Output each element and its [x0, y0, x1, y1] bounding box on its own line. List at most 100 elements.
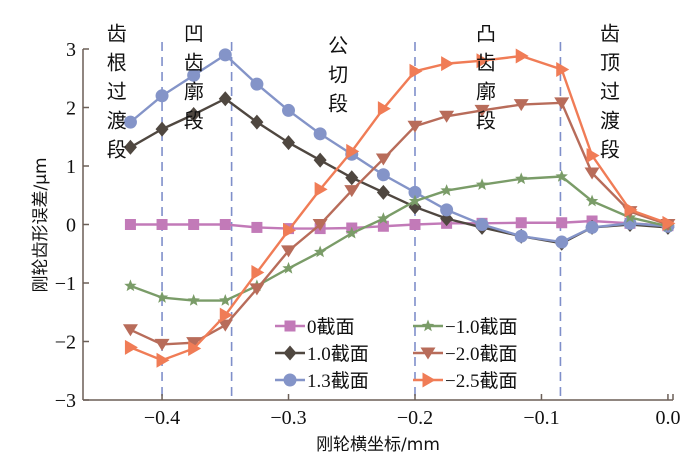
- legend: 0截面 1.0截面 1.3截面 −1.0截面 −2.0截面 −2.5截面: [275, 316, 517, 392]
- data-point: [188, 219, 200, 230]
- data-point: [281, 245, 297, 258]
- data-point: [475, 218, 489, 231]
- data-point: [407, 120, 423, 133]
- data-point: [155, 121, 169, 137]
- data-point: [282, 261, 295, 274]
- data-point: [282, 135, 296, 151]
- y-tick-label: 0: [66, 215, 76, 237]
- series-line: [130, 175, 669, 302]
- data-point: [515, 48, 529, 64]
- data-point: [376, 168, 390, 182]
- data-point: [249, 283, 265, 296]
- data-point: [377, 212, 390, 224]
- legend-item: 1.3截面: [275, 370, 369, 392]
- x-axis-label: 刚轮横坐标/mm: [316, 435, 440, 455]
- data-point: [440, 184, 453, 196]
- data-point: [219, 219, 231, 230]
- data-point: [346, 143, 360, 159]
- data-point: [218, 91, 232, 107]
- data-point: [515, 172, 528, 185]
- data-point: [283, 222, 297, 238]
- legend-marker: [283, 373, 297, 387]
- region-label-common-tangent: 公切段: [324, 34, 349, 122]
- data-point: [662, 215, 676, 231]
- data-point: [123, 139, 137, 155]
- region-label-tip-fillet: 齿顶过渡段: [596, 23, 621, 169]
- data-point: [312, 219, 328, 231]
- legend-item: −2.0截面: [413, 343, 517, 365]
- data-point: [314, 181, 328, 197]
- x-tick-label: 0.0: [655, 407, 680, 429]
- legend-label: 1.0截面: [307, 343, 369, 365]
- data-point: [440, 203, 454, 217]
- legend-marker: [422, 372, 436, 388]
- data-point: [188, 341, 202, 357]
- data-point: [124, 339, 138, 355]
- data-point: [122, 324, 138, 337]
- data-point: [514, 229, 528, 243]
- region-label-root-fillet: 齿根过渡段: [103, 23, 128, 169]
- series-3: [124, 170, 675, 306]
- x-tick-label: −0.4: [144, 407, 180, 429]
- data-point: [155, 89, 169, 103]
- data-point: [156, 352, 170, 368]
- legend-marker: [421, 319, 435, 332]
- y-tick-label: 3: [66, 39, 76, 61]
- data-point: [554, 97, 570, 110]
- data-point: [623, 216, 637, 230]
- data-point: [584, 167, 600, 180]
- legend-marker: [420, 347, 436, 360]
- legend-label: 0截面: [307, 316, 355, 338]
- data-point: [409, 63, 423, 79]
- data-point: [217, 319, 233, 332]
- x-tick-label: −0.1: [523, 407, 559, 429]
- legend-item: 0截面: [275, 316, 355, 338]
- legend-marker: [284, 320, 296, 332]
- data-point: [124, 279, 137, 292]
- x-tick-label: −0.3: [270, 407, 306, 429]
- axes: −3 −2 −1 0 1 2 3 −0.4 −0.3 −0.2 −0.1 0.0: [55, 39, 681, 429]
- data-point: [585, 194, 599, 207]
- data-point: [441, 56, 455, 72]
- data-point: [156, 219, 168, 230]
- legend-item: −1.0截面: [413, 316, 517, 338]
- data-point: [251, 264, 265, 280]
- data-point: [345, 170, 359, 186]
- y-tick-label: 2: [66, 98, 76, 120]
- x-tick-label: −0.2: [397, 407, 433, 429]
- region-label-convex-profile: 凸齿廓段: [472, 23, 497, 140]
- data-point: [251, 221, 263, 233]
- data-point: [377, 220, 389, 232]
- data-point: [344, 185, 360, 198]
- data-point: [218, 48, 232, 62]
- legend-label: 1.3截面: [307, 370, 369, 392]
- data-point: [155, 291, 169, 303]
- data-point: [408, 185, 422, 199]
- y-tick-label: 1: [66, 156, 76, 178]
- data-point: [186, 337, 202, 350]
- data-point: [154, 338, 170, 351]
- y-axis-label: 刚轮齿形误差/μm: [31, 157, 51, 292]
- data-point: [124, 219, 136, 230]
- data-point: [187, 107, 201, 123]
- series-2: [123, 48, 675, 249]
- y-tick-label: −2: [55, 332, 76, 354]
- data-point: [556, 61, 570, 77]
- legend-marker: [283, 345, 297, 361]
- data-point: [123, 115, 137, 129]
- data-point: [376, 184, 390, 200]
- data-point: [409, 219, 421, 230]
- data-point: [476, 53, 490, 69]
- series-group: [122, 48, 676, 368]
- data-point: [513, 99, 529, 112]
- data-point: [556, 217, 568, 229]
- data-point: [515, 217, 527, 229]
- data-point: [345, 226, 358, 239]
- data-point: [555, 235, 569, 249]
- data-point: [187, 68, 201, 82]
- series-line: [129, 54, 669, 362]
- data-point: [586, 147, 600, 163]
- data-point: [250, 77, 264, 91]
- legend-label: −2.0截面: [445, 343, 517, 365]
